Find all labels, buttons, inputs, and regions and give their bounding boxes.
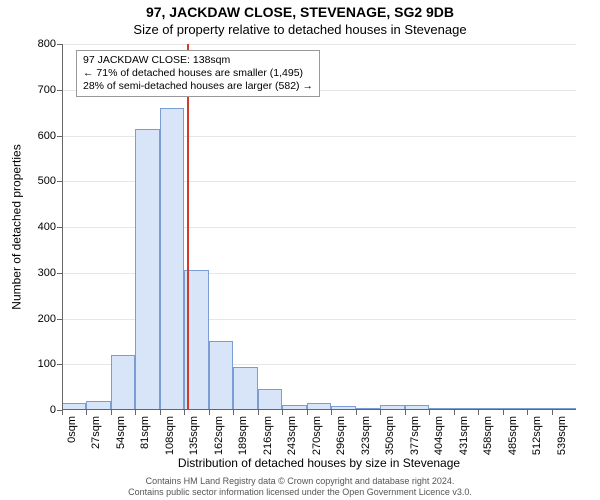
grid-line xyxy=(62,44,576,45)
y-tick-label: 300 xyxy=(38,267,56,279)
x-tick-label: 0sqm xyxy=(66,416,78,443)
x-tick-label: 296sqm xyxy=(335,416,347,455)
x-tick-label: 108sqm xyxy=(164,416,176,455)
footer-line-1: Contains HM Land Registry data © Crown c… xyxy=(0,476,600,487)
x-tick-mark xyxy=(454,410,455,415)
x-tick-label: 216sqm xyxy=(262,416,274,455)
chart-plot-area: 01002003004005006007008000sqm27sqm54sqm8… xyxy=(62,44,576,410)
x-tick-mark xyxy=(160,410,161,415)
x-tick-mark xyxy=(86,410,87,415)
annotation-line: 97 JACKDAW CLOSE: 138sqm xyxy=(83,54,313,67)
x-tick-label: 270sqm xyxy=(311,416,323,455)
footer-line-2: Contains public sector information licen… xyxy=(0,487,600,498)
x-tick-mark xyxy=(135,410,136,415)
x-tick-mark xyxy=(307,410,308,415)
x-tick-mark xyxy=(380,410,381,415)
x-tick-label: 431sqm xyxy=(458,416,470,455)
x-tick-label: 27sqm xyxy=(90,416,102,449)
histogram-bar xyxy=(209,341,233,410)
x-tick-mark xyxy=(184,410,185,415)
histogram-bar xyxy=(160,108,184,410)
y-axis-label-container: Number of detached properties xyxy=(10,44,24,410)
x-tick-mark xyxy=(209,410,210,415)
x-tick-mark xyxy=(282,410,283,415)
x-tick-label: 377sqm xyxy=(409,416,421,455)
annotation-line: ← 71% of detached houses are smaller (1,… xyxy=(83,67,313,80)
x-tick-label: 323sqm xyxy=(360,416,372,455)
x-tick-label: 350sqm xyxy=(384,416,396,455)
x-tick-mark xyxy=(258,410,259,415)
annotation-line: 28% of semi-detached houses are larger (… xyxy=(83,80,313,93)
x-tick-mark xyxy=(527,410,528,415)
reference-line xyxy=(187,44,189,410)
x-tick-mark xyxy=(552,410,553,415)
y-tick-label: 0 xyxy=(50,404,56,416)
x-tick-label: 162sqm xyxy=(213,416,225,455)
x-tick-label: 189sqm xyxy=(237,416,249,455)
y-axis-line xyxy=(62,44,63,410)
x-tick-label: 135sqm xyxy=(188,416,200,455)
x-tick-mark xyxy=(478,410,479,415)
y-tick-label: 200 xyxy=(38,313,56,325)
page-subtitle: Size of property relative to detached ho… xyxy=(0,20,600,37)
x-tick-label: 404sqm xyxy=(433,416,445,455)
y-tick-label: 800 xyxy=(38,38,56,50)
histogram-bar xyxy=(111,355,135,410)
y-tick-label: 600 xyxy=(38,130,56,142)
x-tick-label: 54sqm xyxy=(115,416,127,449)
y-tick-label: 100 xyxy=(38,358,56,370)
y-tick-label: 400 xyxy=(38,221,56,233)
page-title: 97, JACKDAW CLOSE, STEVENAGE, SG2 9DB xyxy=(0,0,600,20)
x-tick-label: 539sqm xyxy=(556,416,568,455)
y-tick-label: 700 xyxy=(38,84,56,96)
x-tick-mark xyxy=(356,410,357,415)
histogram-bar xyxy=(135,129,159,410)
x-tick-label: 458sqm xyxy=(482,416,494,455)
footer-attribution: Contains HM Land Registry data © Crown c… xyxy=(0,476,600,498)
histogram-bar xyxy=(258,389,282,410)
x-tick-mark xyxy=(429,410,430,415)
y-tick-label: 500 xyxy=(38,175,56,187)
x-tick-mark xyxy=(405,410,406,415)
x-tick-mark xyxy=(111,410,112,415)
x-tick-mark xyxy=(331,410,332,415)
x-axis-label: Distribution of detached houses by size … xyxy=(62,456,576,470)
x-tick-label: 512sqm xyxy=(531,416,543,455)
x-tick-label: 81sqm xyxy=(139,416,151,449)
x-tick-mark xyxy=(62,410,63,415)
x-tick-label: 243sqm xyxy=(286,416,298,455)
x-tick-mark xyxy=(233,410,234,415)
x-tick-label: 485sqm xyxy=(507,416,519,455)
annotation-box: 97 JACKDAW CLOSE: 138sqm← 71% of detache… xyxy=(76,50,320,97)
histogram-bar xyxy=(233,367,257,410)
x-axis-line xyxy=(62,409,576,410)
x-tick-mark xyxy=(503,410,504,415)
y-axis-label: Number of detached properties xyxy=(10,144,24,309)
